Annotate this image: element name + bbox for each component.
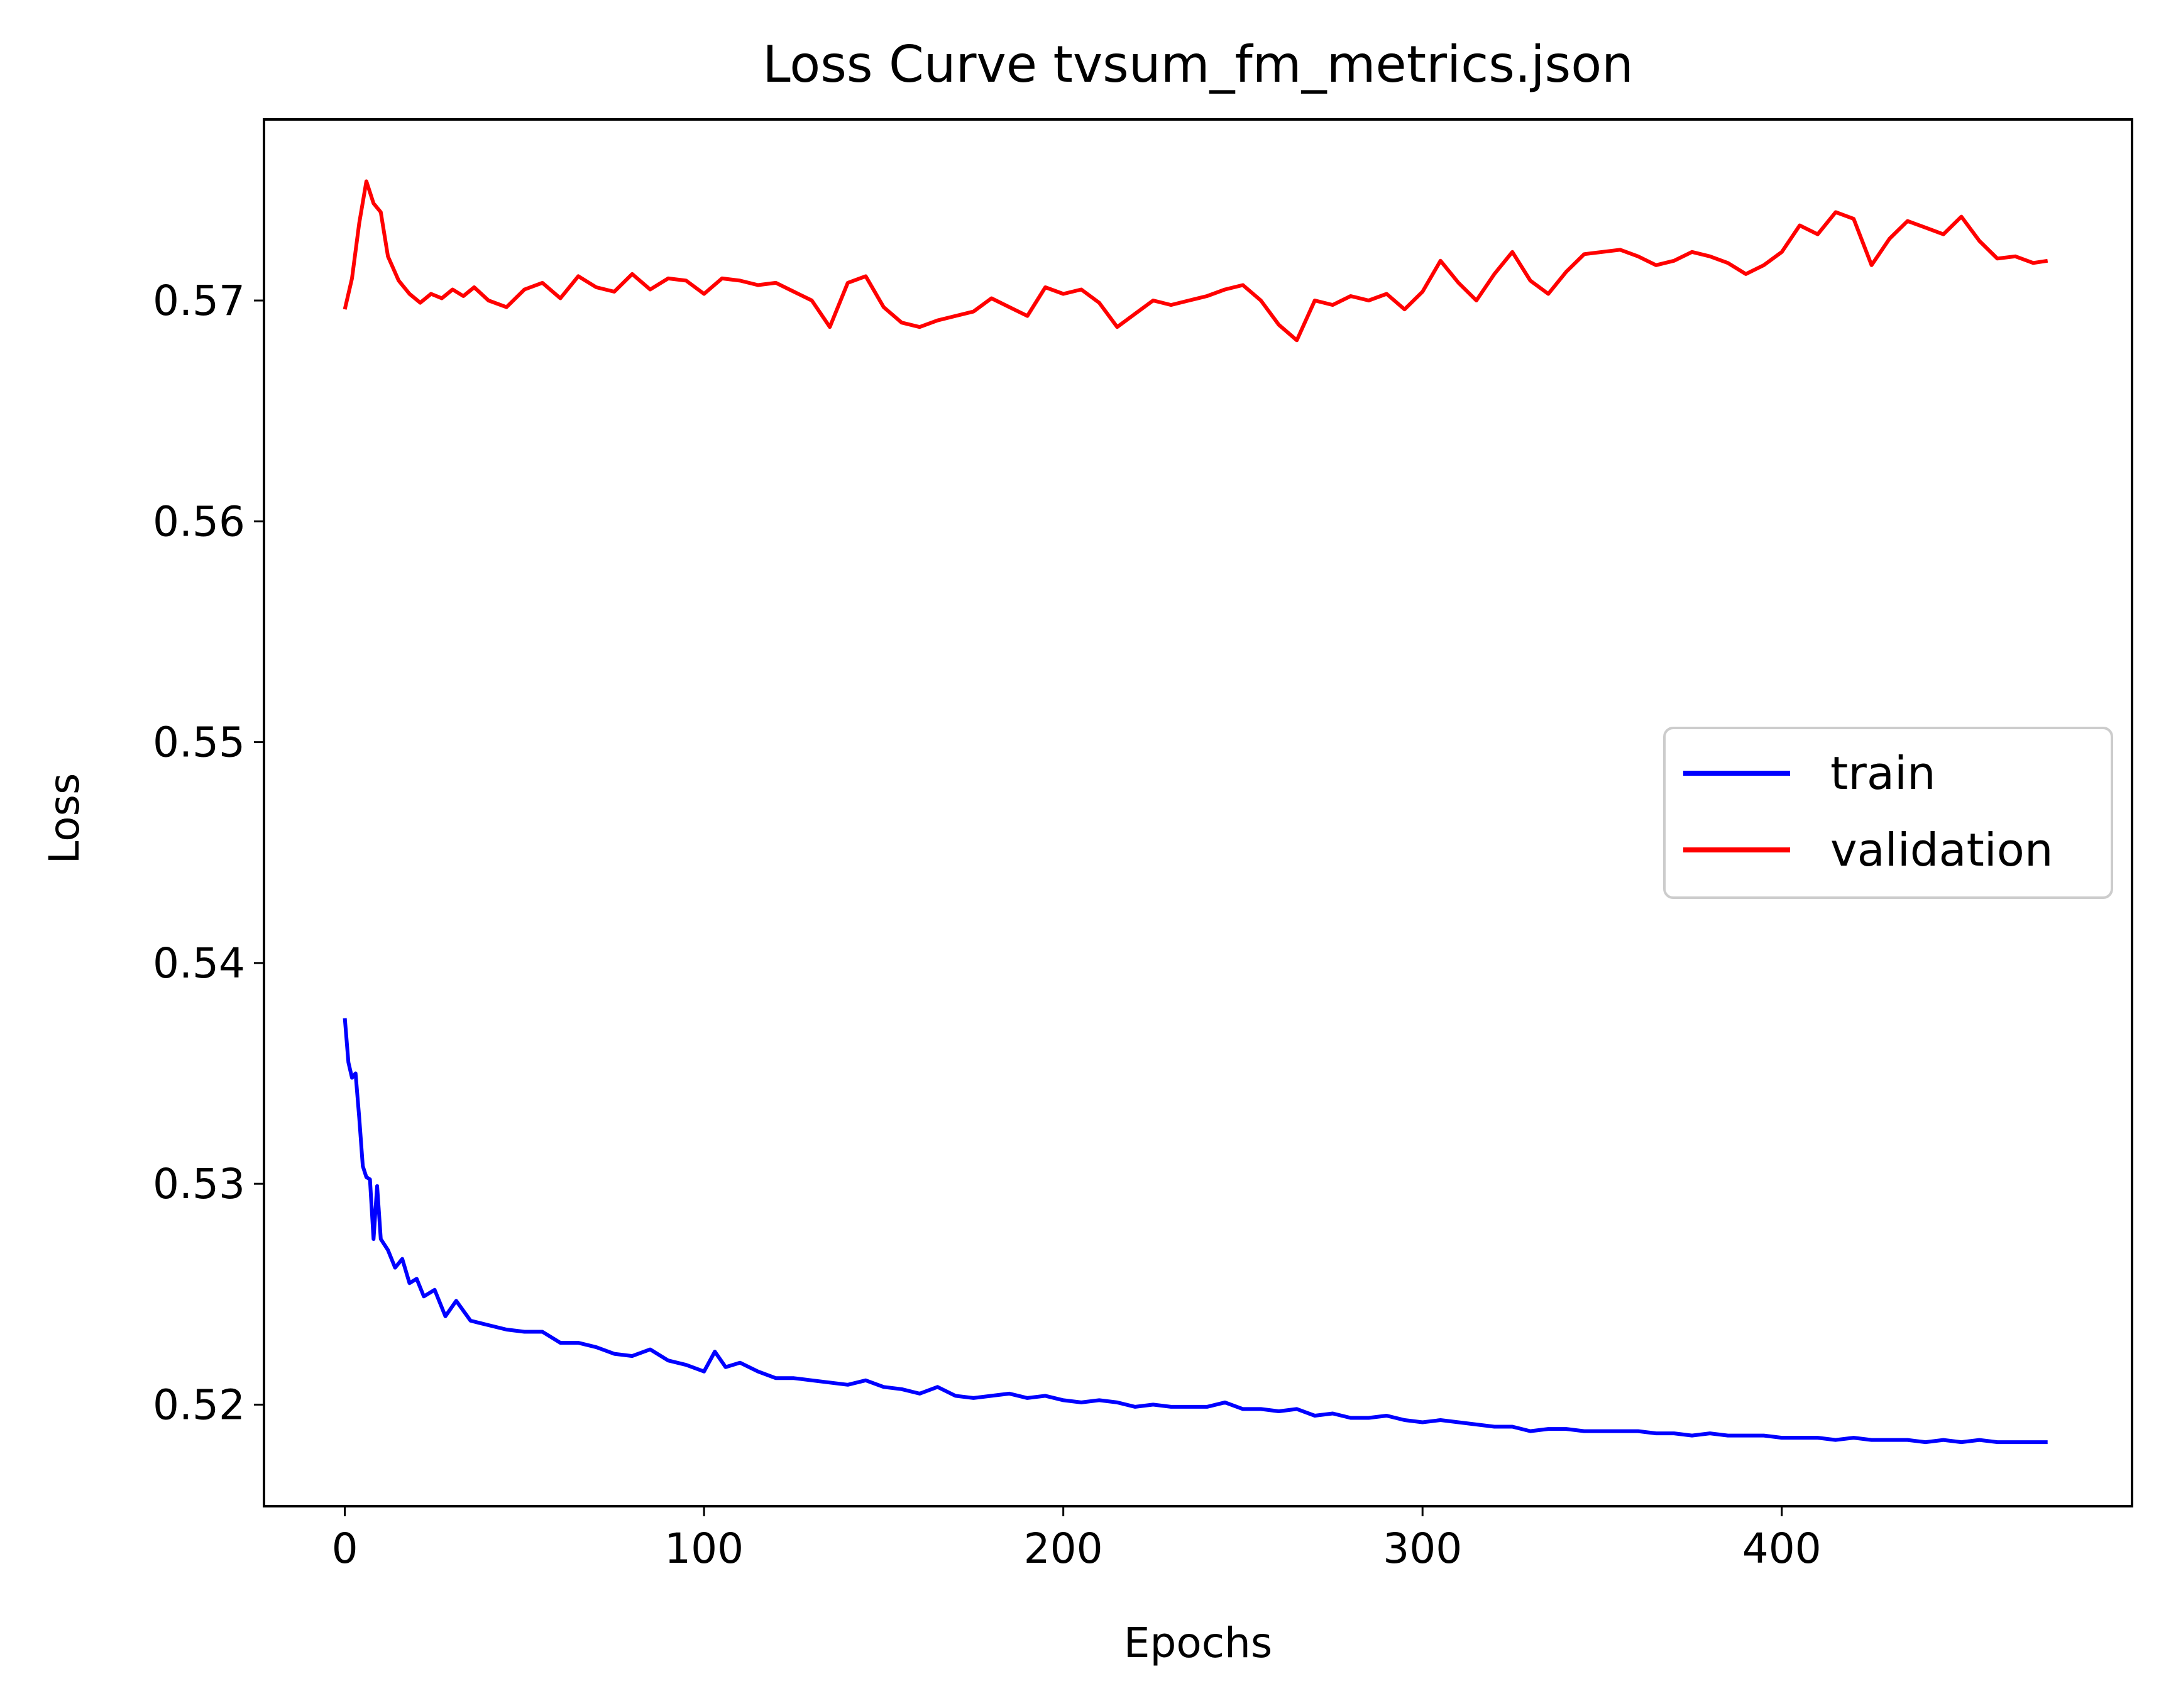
y-tick-label: 0.54 [153, 939, 245, 988]
x-tick-label: 400 [1742, 1524, 1822, 1573]
legend: train validation [1663, 727, 2113, 899]
y-tick-label: 0.56 [153, 497, 245, 546]
legend-box [1663, 727, 2113, 899]
x-axis-label: Epochs [1124, 1619, 1272, 1667]
series-line-train [343, 1018, 2048, 1445]
legend-train-label: train [1830, 747, 1936, 800]
legend-validation-label: validation [1830, 824, 2053, 876]
series-layer [343, 179, 2048, 1445]
x-tick-label: 0 [332, 1524, 358, 1573]
x-tick-label: 100 [664, 1524, 744, 1573]
x-axis-ticks: 0 100 200 300 400 [332, 1506, 1822, 1573]
y-axis-ticks: 0.52 0.53 0.54 0.55 0.56 0.57 [153, 277, 264, 1429]
y-tick-label: 0.57 [153, 277, 245, 325]
series-line-validation [343, 179, 2048, 343]
x-tick-label: 300 [1383, 1524, 1462, 1573]
y-axis-label: Loss [40, 773, 89, 864]
y-tick-label: 0.53 [153, 1160, 245, 1208]
chart-title: Loss Curve tvsum_fm_metrics.json [762, 35, 1634, 94]
x-tick-label: 200 [1024, 1524, 1103, 1573]
plot-area-frame [263, 118, 2133, 1507]
y-tick-label: 0.55 [153, 719, 245, 767]
y-tick-label: 0.52 [153, 1380, 245, 1429]
